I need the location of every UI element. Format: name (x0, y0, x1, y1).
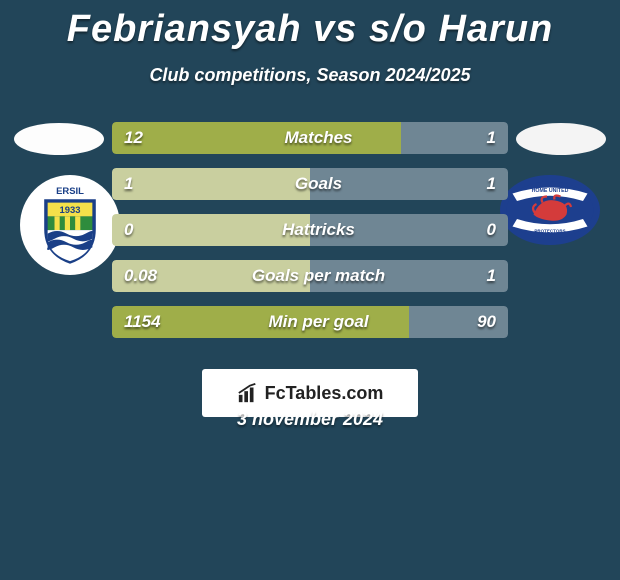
stat-value-left: 0 (112, 220, 184, 240)
stat-value-left: 1154 (112, 312, 184, 332)
crest-left: ERSIL 1933 (20, 175, 120, 275)
stat-value-left: 0.08 (112, 266, 184, 286)
svg-text:1933: 1933 (59, 205, 80, 216)
stat-label: Goals (184, 174, 453, 194)
stat-value-left: 12 (112, 128, 184, 148)
page-subtitle: Club competitions, Season 2024/2025 (0, 65, 620, 86)
branding-text: FcTables.com (265, 383, 384, 404)
stat-label: Matches (184, 128, 453, 148)
stat-value-right: 1 (453, 266, 508, 286)
stat-row: 0.08Goals per match1 (112, 260, 508, 292)
stat-row: 12Matches1 (112, 122, 508, 154)
stat-value-right: 0 (453, 220, 508, 240)
home-united-badge-icon: HOME UNITED PROTECTORS (505, 180, 595, 240)
svg-text:ERSIL: ERSIL (56, 186, 84, 197)
svg-text:PROTECTORS: PROTECTORS (534, 229, 565, 234)
stat-label: Min per goal (184, 312, 453, 332)
stat-row: 1Goals1 (112, 168, 508, 200)
page-title: Febriansyah vs s/o Harun (0, 0, 620, 51)
stat-row: 0Hattricks0 (112, 214, 508, 246)
stat-value-left: 1 (112, 174, 184, 194)
stat-label: Hattricks (184, 220, 453, 240)
crest-right: HOME UNITED PROTECTORS (500, 175, 600, 245)
stat-rows: 12Matches11Goals10Hattricks00.08Goals pe… (112, 122, 508, 338)
chart-icon (237, 382, 259, 404)
persib-badge-icon: ERSIL 1933 (27, 182, 113, 268)
stat-row: 1154Min per goal90 (112, 306, 508, 338)
date-text: 3 november 2024 (0, 409, 620, 430)
stat-value-right: 1 (453, 174, 508, 194)
svg-text:HOME UNITED: HOME UNITED (532, 188, 569, 194)
flag-oval-right (516, 123, 606, 155)
stat-label: Goals per match (184, 266, 453, 286)
stat-value-right: 1 (453, 128, 508, 148)
stat-value-right: 90 (453, 312, 508, 332)
flag-oval-left (14, 123, 104, 155)
